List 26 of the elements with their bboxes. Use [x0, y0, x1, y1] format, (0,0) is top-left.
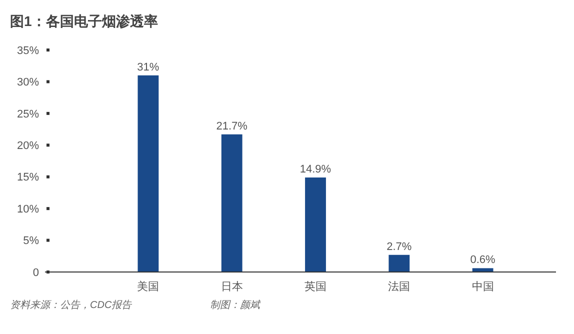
y-tick-label: 35%	[16, 44, 40, 57]
y-tick-label: 0	[32, 266, 39, 279]
y-tick-label: 15%	[16, 172, 40, 184]
bar	[305, 177, 326, 272]
text: 资料来源：公告，CDC报告	[10, 299, 133, 311]
bar	[472, 268, 494, 272]
chart-title: 图1：各国电子烟渗透率	[10, 13, 158, 29]
y-tick-label: 25%	[16, 108, 40, 120]
data-label: 2.7%	[386, 240, 412, 253]
y-tick-label: 5%	[23, 235, 40, 248]
x-tick-label: 英国	[304, 280, 326, 293]
text: 制图：颜斌	[210, 299, 261, 311]
y-tick-label: 30%	[16, 76, 40, 89]
bar	[221, 134, 242, 272]
data-label: 14.9%	[300, 163, 332, 176]
data-label: 31%	[137, 61, 160, 74]
x-tick-label: 美国	[137, 280, 160, 293]
x-tick-label: 中国	[472, 280, 494, 293]
y-tick-label: 10%	[16, 203, 40, 216]
bar	[388, 254, 410, 272]
data-label: 21.7%	[216, 120, 248, 132]
x-tick-label: 日本	[220, 280, 243, 293]
data-label: 0.6%	[470, 254, 496, 266]
x-tick-label: 法国	[388, 280, 410, 293]
bar	[138, 75, 159, 272]
y-tick-label: 20%	[16, 140, 40, 152]
